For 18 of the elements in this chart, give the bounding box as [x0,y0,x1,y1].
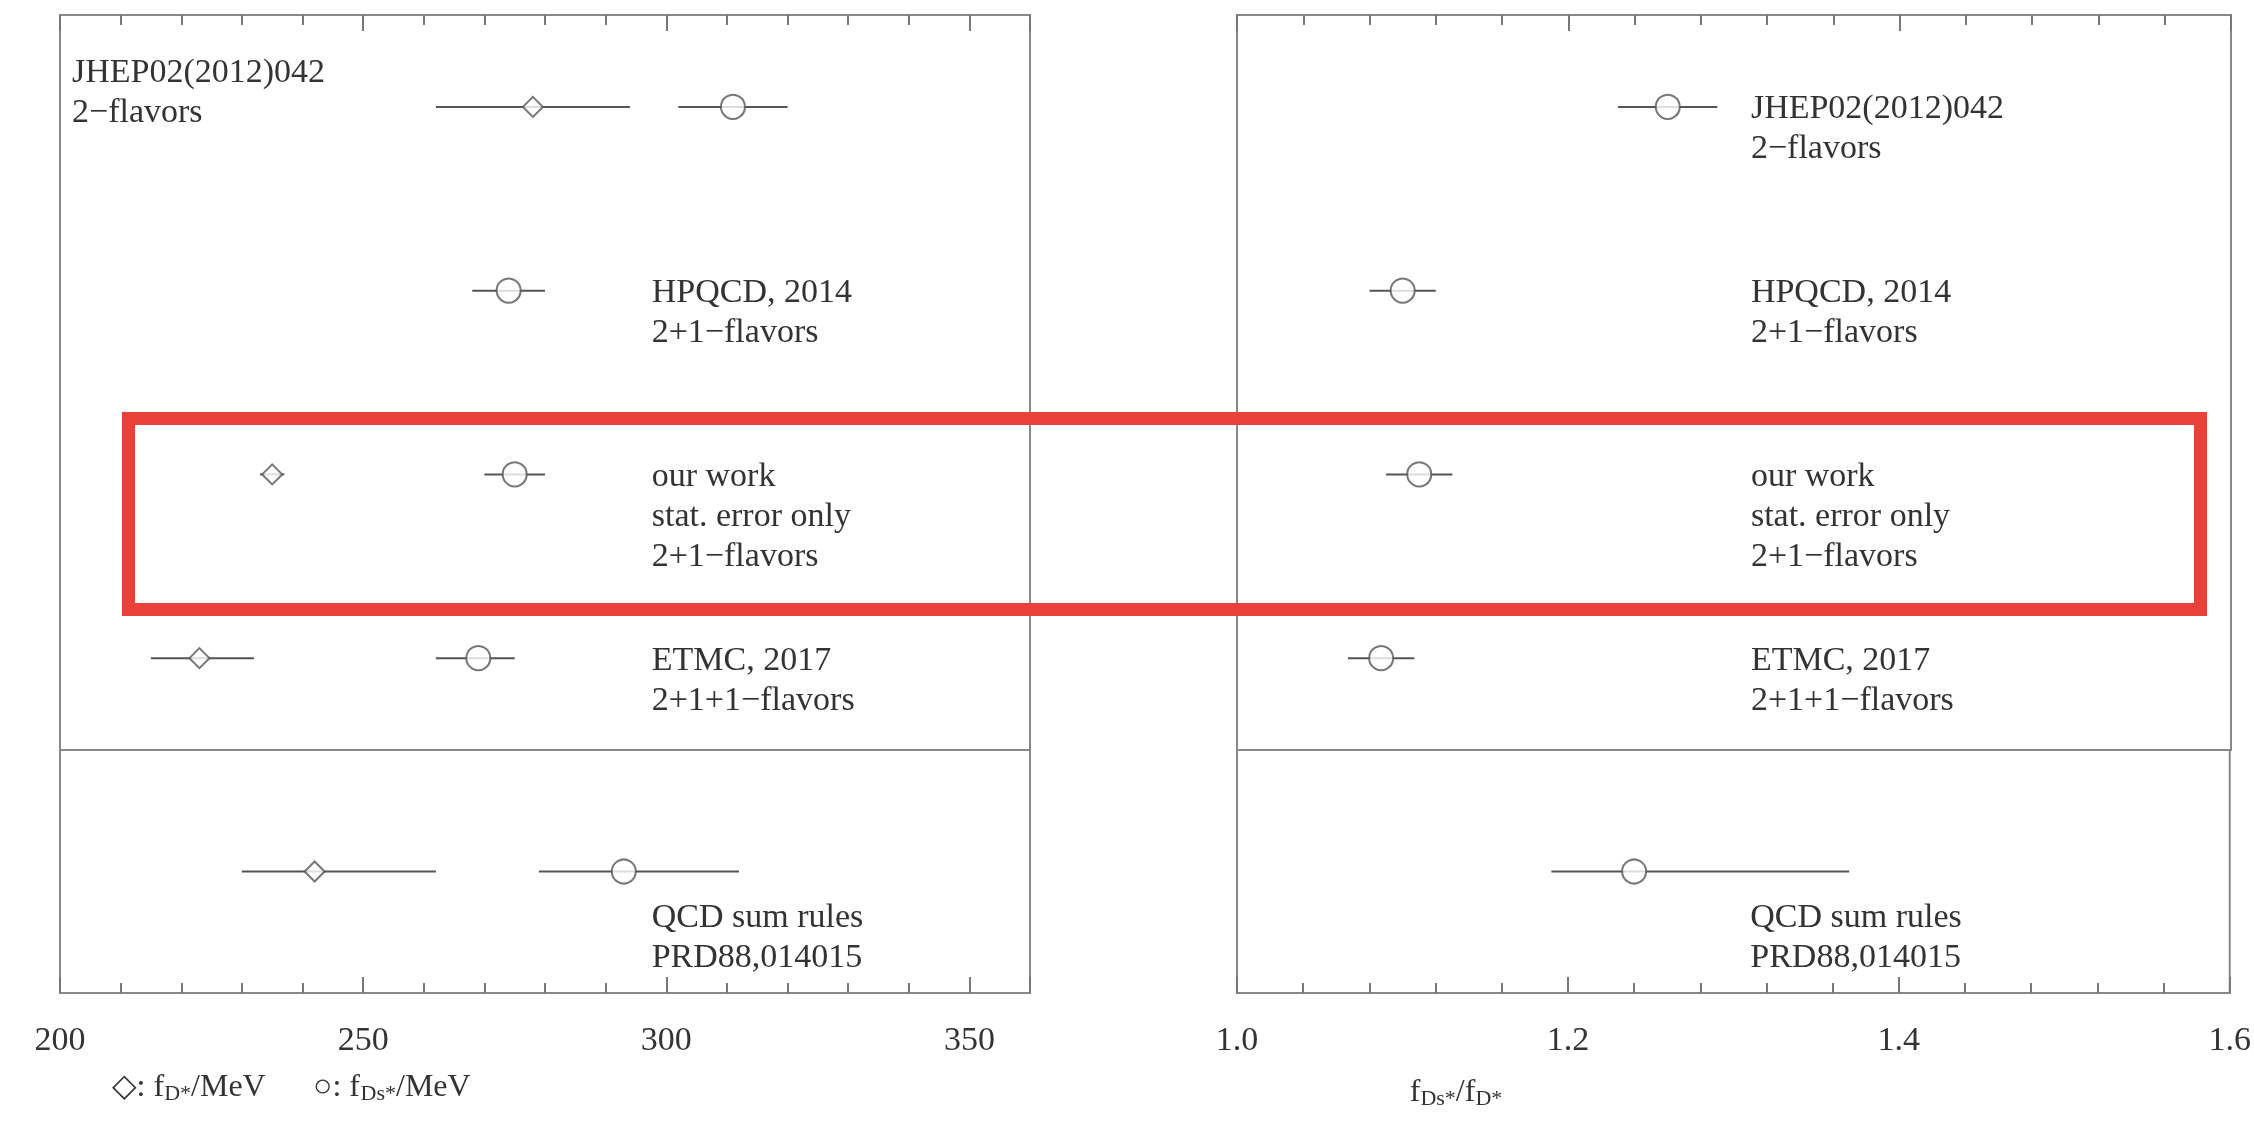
x-tick-label: 1.0 [1215,1019,1259,1057]
x-tick-label: 200 [34,1019,86,1057]
x-tick-label: 300 [640,1019,692,1057]
category-label: HPQCD, 2014 2+1−flavors [1750,272,1952,350]
category-label: HPQCD, 2014 2+1−flavors [651,272,852,350]
x-tick-label: 1.4 [1877,1019,1921,1057]
x-tick-label: 250 [337,1019,389,1057]
category-label: our work stat. error only 2+1−flavors [651,455,851,573]
category-label: ETMC, 2017 2+1+1−flavors [651,639,855,717]
x-tick-label: 1.2 [1546,1019,1590,1057]
category-label: JHEP02(2012)042 2−flavors [72,52,326,130]
category-label: our work stat. error only 2+1−flavors [1750,455,1951,573]
x-tick-label: 1.6 [2208,1019,2251,1057]
y-tick-label: QCD sum rules PRD88,014015 [651,897,864,974]
category-label: ETMC, 2017 2+1+1−flavors [1750,639,1954,717]
x-tick-label: 350 [943,1019,995,1057]
y-tick-label: QCD sum rules PRD88,014015 [1750,897,1962,974]
category-label: JHEP02(2012)042 2−flavors [1750,88,2005,166]
